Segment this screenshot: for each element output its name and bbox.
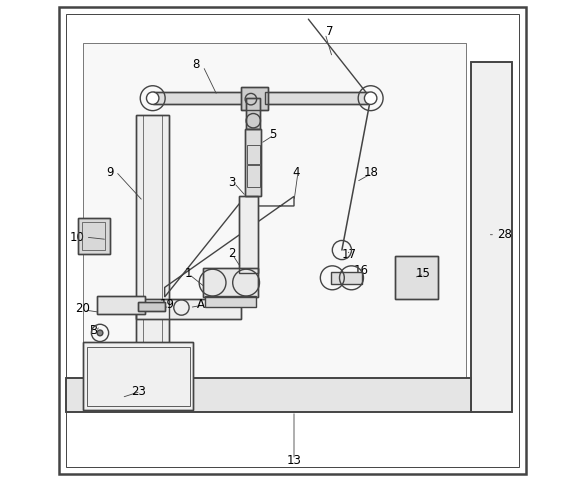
Bar <box>332 272 362 284</box>
Bar <box>239 196 258 273</box>
Bar <box>66 378 471 412</box>
Text: 20: 20 <box>75 302 90 316</box>
Bar <box>241 87 268 110</box>
Bar <box>241 87 268 110</box>
Bar <box>78 218 109 254</box>
Circle shape <box>365 92 377 104</box>
Bar <box>138 302 165 311</box>
Bar <box>246 98 260 129</box>
Text: 13: 13 <box>286 454 302 468</box>
Bar <box>203 268 258 297</box>
Text: 17: 17 <box>342 248 356 262</box>
Circle shape <box>97 330 103 336</box>
Bar <box>153 92 246 104</box>
Text: 18: 18 <box>363 166 378 179</box>
Bar <box>138 302 165 311</box>
Bar <box>239 196 258 273</box>
Bar <box>82 222 105 250</box>
Text: 3: 3 <box>228 175 235 189</box>
Text: 4: 4 <box>293 166 300 179</box>
Bar <box>96 296 145 314</box>
Bar <box>83 43 466 378</box>
Bar <box>66 378 471 412</box>
Text: 5: 5 <box>269 127 276 141</box>
Bar <box>136 299 241 319</box>
Bar <box>136 115 169 378</box>
Text: 7: 7 <box>326 24 333 38</box>
Bar <box>395 256 437 299</box>
Text: 8: 8 <box>192 58 199 71</box>
Bar <box>136 115 169 378</box>
Bar <box>247 145 259 164</box>
Text: A: A <box>196 297 205 311</box>
Text: 23: 23 <box>131 385 146 399</box>
Text: 15: 15 <box>416 266 431 280</box>
Text: 28: 28 <box>497 228 512 241</box>
Text: 10: 10 <box>70 230 85 244</box>
Text: 9: 9 <box>106 166 113 179</box>
Bar <box>395 256 437 299</box>
Text: 16: 16 <box>353 264 369 277</box>
Bar <box>153 92 246 104</box>
Text: B: B <box>90 324 98 337</box>
Text: 19: 19 <box>159 297 175 311</box>
Bar <box>247 165 259 187</box>
Text: 6: 6 <box>249 94 257 107</box>
Bar <box>96 296 145 314</box>
Bar <box>78 218 109 254</box>
Text: 1: 1 <box>185 266 192 280</box>
Circle shape <box>146 92 159 104</box>
Bar <box>83 342 193 410</box>
Bar <box>246 98 260 129</box>
Bar <box>203 268 258 297</box>
Text: 2: 2 <box>228 247 235 261</box>
Bar <box>83 342 193 410</box>
Bar <box>245 129 262 196</box>
Bar <box>471 62 512 412</box>
Bar <box>265 92 368 104</box>
Bar <box>265 92 368 104</box>
Bar <box>471 62 512 412</box>
Bar <box>205 296 256 307</box>
Bar <box>136 299 241 319</box>
Bar <box>245 129 262 196</box>
Bar <box>87 347 189 406</box>
